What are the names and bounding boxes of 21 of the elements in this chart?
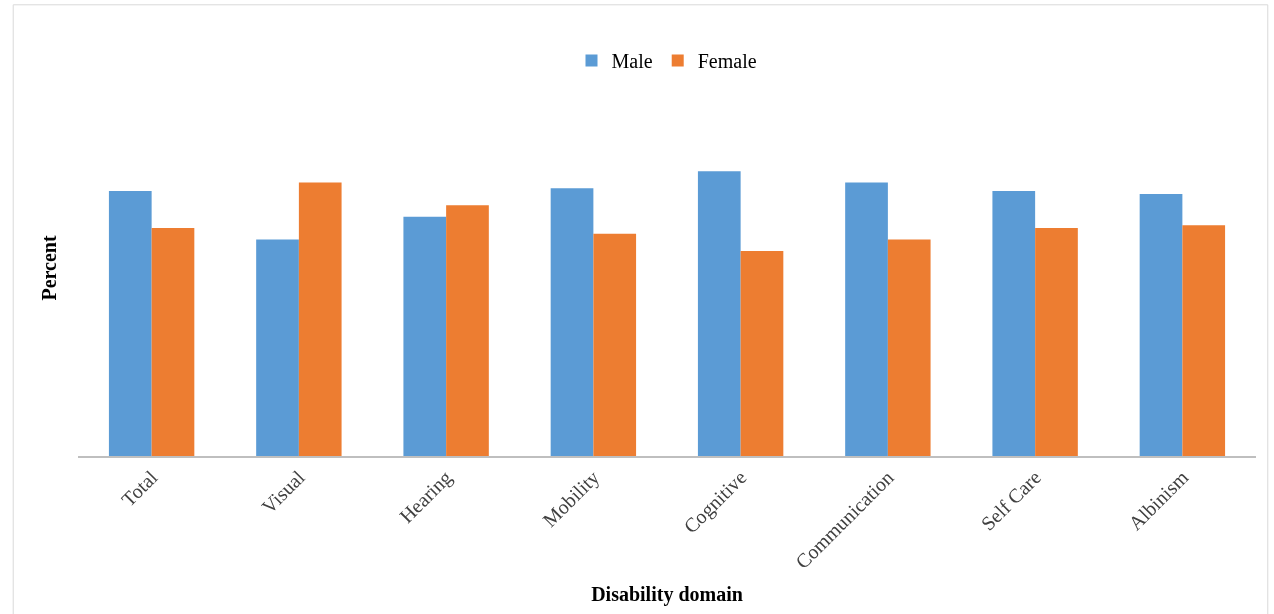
bar: [1139, 193, 1183, 456]
x-tick-label: Self Care: [976, 466, 1046, 535]
bar: [845, 182, 888, 456]
bar: [108, 191, 152, 456]
bar: [403, 216, 447, 456]
bar: [697, 171, 741, 456]
bar: [256, 239, 299, 456]
bar: [298, 182, 342, 456]
bar: [1182, 225, 1226, 456]
legend-label: Female: [697, 50, 757, 73]
x-axis-title: Disability domain: [591, 582, 743, 606]
legend-label: Male: [611, 50, 653, 73]
bar: [550, 188, 594, 456]
bar: [446, 205, 489, 456]
bar: [887, 239, 931, 456]
bar: [151, 228, 195, 456]
bar: [593, 233, 637, 456]
y-axis-title: Percent: [37, 235, 60, 301]
bar: [1035, 228, 1078, 456]
bar: [992, 191, 1036, 456]
bar: [740, 250, 784, 456]
